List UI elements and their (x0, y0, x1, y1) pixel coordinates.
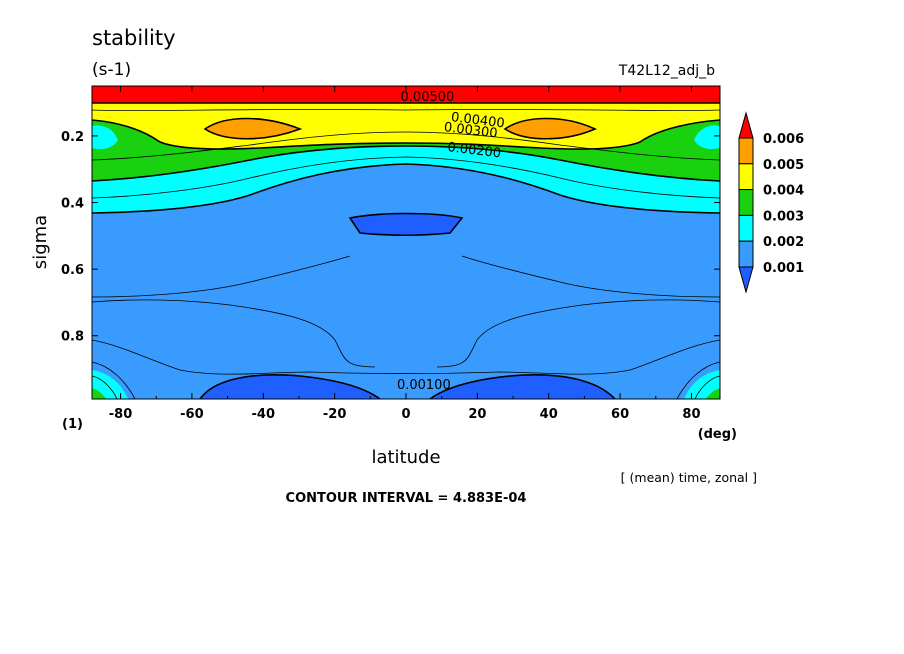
chart-title: stability (92, 26, 176, 50)
contour-label: 0.00200 (447, 140, 502, 161)
y-axis: 0.2 0.4 0.6 0.8 (61, 130, 720, 345)
filled-contours (92, 86, 720, 399)
colorbar-label: 0.006 (763, 132, 804, 147)
contour-label: 0.00300 (443, 120, 498, 141)
band-edge-left (92, 125, 118, 150)
x-tick-label: -60 (180, 407, 204, 422)
colorbar-label: 0.002 (763, 235, 804, 250)
x-tick-label: 0 (401, 407, 410, 422)
x-tick-label: -20 (323, 407, 347, 422)
run-label: T42L12_adj_b (618, 63, 715, 79)
x-axis-title: latitude (371, 447, 440, 468)
x-tick-label: 40 (540, 407, 558, 422)
x-tick-label: -40 (252, 407, 276, 422)
band-corner-right-2 (706, 388, 720, 399)
band-above-0.006 (92, 86, 720, 103)
x-tick-label: 60 (611, 407, 629, 422)
y-axis-title: sigma (30, 215, 51, 269)
colorbar-segment (738, 240, 754, 268)
colorbar-label: 0.004 (763, 184, 804, 199)
colorbar-extension-bottom (738, 266, 754, 294)
colorbar-segment (738, 189, 754, 216)
colorbar-label: 0.005 (763, 158, 804, 173)
units-label: (s-1) (92, 60, 131, 80)
x-axis: -80 -60 -40 -20 0 20 40 60 80 (109, 86, 701, 422)
contour-label: 0.00100 (397, 378, 451, 393)
band-below-0.001-upper (350, 213, 462, 236)
y-tick-label: 0.8 (61, 330, 84, 345)
y-axis-units: (1) (62, 417, 83, 432)
colorbar-label: 0.003 (763, 209, 804, 224)
contour-lines (92, 102, 720, 399)
band-corner-left (92, 370, 128, 399)
band-corner-left-2 (92, 388, 106, 399)
x-tick-label: -80 (109, 407, 133, 422)
band-corner-right (684, 370, 720, 399)
colorbar-extension-top (738, 111, 754, 139)
colorbar-segment (738, 137, 754, 165)
x-tick-label: 80 (682, 407, 700, 422)
colorbar-segment (738, 163, 754, 191)
x-axis-units: (deg) (698, 427, 737, 442)
x-tick-label: 20 (468, 407, 486, 422)
y-tick-label: 0.6 (61, 263, 84, 278)
contour-label: 0.00400 (450, 110, 505, 131)
band-0.005-0.006 (205, 118, 595, 139)
colorbar: 0.006 0.005 0.004 0.003 0.002 0.001 (738, 111, 804, 294)
averaging-note: [ (mean) time, zonal ] (621, 470, 757, 485)
colorbar-label: 0.001 (763, 261, 804, 276)
colorbar-segment (738, 214, 754, 242)
contour-interval: CONTOUR INTERVAL = 4.883E-04 (286, 491, 527, 506)
y-tick-label: 0.4 (61, 197, 84, 212)
band-edge-right (694, 125, 720, 150)
band-below-0.001-lower (200, 374, 615, 399)
y-tick-label: 0.2 (61, 130, 84, 145)
contour-label: 0.00500 (401, 90, 455, 105)
